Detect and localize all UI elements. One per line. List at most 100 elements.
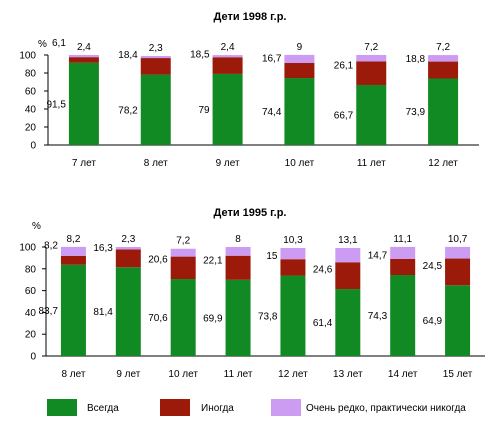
bar-segment-sometimes: [356, 61, 387, 85]
bar-segment-rarely: [68, 55, 99, 58]
data-label-sometimes: 18,5: [190, 49, 210, 60]
bar-segment-rarely: [115, 247, 141, 250]
bar-segment-rarely: [280, 247, 306, 260]
bar-segment-sometimes: [428, 61, 459, 79]
x-tick-label: 12 лет: [278, 369, 308, 380]
bar-segment-always: [428, 78, 459, 145]
data-label-sometimes: 18,8: [406, 54, 426, 65]
bar-segment-rarely: [335, 247, 361, 263]
data-label-rarely: 2,3: [121, 234, 135, 245]
data-label-rarely: 10,3: [283, 235, 303, 246]
data-label-always: 74,3: [368, 311, 388, 322]
data-label-always: 74,4: [262, 107, 282, 118]
data-label-rarely: 7,2: [364, 42, 378, 53]
data-label-always: 61,4: [313, 318, 333, 329]
data-label-rarely: 11,1: [393, 234, 412, 245]
bar-segment-sometimes: [60, 255, 86, 265]
legend-swatch: [47, 399, 77, 416]
x-tick-label: 10 лет: [285, 158, 315, 169]
data-label-rarely: 10,7: [448, 234, 468, 245]
y-tick-label: 40: [25, 105, 37, 116]
bar-segment-rarely: [284, 54, 315, 64]
data-label-rarely: 2,4: [221, 42, 235, 53]
y-axis-unit: %: [32, 221, 41, 232]
data-label-sometimes: 26,1: [334, 60, 354, 71]
data-label-always: 83,7: [38, 306, 58, 317]
bar-segment-sometimes: [280, 259, 306, 276]
data-label-always: 81,4: [93, 307, 113, 318]
bar-segment-rarely: [60, 246, 86, 256]
x-tick-label: 11 лет: [224, 369, 253, 380]
data-label-rarely: 7,2: [436, 42, 450, 53]
x-tick-label: 15 лет: [443, 369, 473, 380]
x-tick-label: 14 лет: [388, 369, 418, 380]
data-label-rarely: 13,1: [338, 235, 358, 246]
data-label-always: 73,8: [258, 311, 278, 322]
bar-segment-rarely: [140, 55, 171, 59]
data-label-rarely: 8,2: [66, 234, 80, 245]
bar-segment-always: [115, 267, 141, 356]
bar-segment-rarely: [212, 55, 243, 58]
y-tick-label: 100: [19, 243, 36, 254]
data-label-rarely: 8: [235, 234, 241, 245]
data-label-sometimes: 14,7: [368, 251, 388, 262]
bar-segment-always: [390, 275, 416, 356]
y-tick-label: 20: [25, 330, 37, 341]
y-tick-label: 0: [30, 352, 36, 363]
bar-segment-always: [445, 285, 471, 356]
bar-segment-always: [212, 73, 243, 145]
x-tick-label: 9 лет: [216, 158, 240, 169]
bar-segment-always: [280, 275, 306, 356]
bar-segment-sometimes: [68, 57, 99, 63]
bar-segment-sometimes: [445, 258, 471, 286]
data-label-rarely: 2,3: [149, 43, 163, 54]
data-label-sometimes: 20,6: [148, 255, 168, 266]
data-label-always: 66,7: [334, 110, 354, 121]
y-tick-label: 100: [19, 51, 36, 62]
x-tick-label: 9 лет: [116, 369, 140, 380]
legend-label: Всегда: [87, 403, 119, 414]
bar-segment-sometimes: [140, 58, 171, 75]
data-label-sometimes: 16,7: [262, 54, 282, 65]
y-tick-label: 80: [25, 264, 37, 275]
data-label-always: 70,6: [148, 313, 168, 324]
bar-segment-rarely: [225, 247, 251, 256]
bar-segment-rarely: [445, 246, 471, 259]
x-tick-label: 13 лет: [333, 369, 363, 380]
data-label-sometimes: 24,6: [313, 265, 333, 276]
data-label-always: 73,9: [406, 107, 426, 118]
y-axis-unit: %: [38, 39, 47, 50]
y-tick-label: 60: [25, 87, 37, 98]
bar-segment-always: [356, 84, 387, 145]
data-label-sometimes: 16,3: [93, 243, 113, 254]
legend-label: Очень редко, практически никогда: [306, 403, 466, 414]
x-tick-label: 11 лет: [357, 158, 386, 169]
data-label-sometimes: 8,2: [44, 240, 58, 251]
bar-segment-always: [140, 74, 171, 145]
legend-label: Иногда: [201, 403, 234, 414]
bar-segment-always: [170, 279, 196, 356]
bar-segment-always: [68, 62, 99, 145]
legend-swatch: [160, 399, 190, 416]
x-tick-label: 12 лет: [428, 158, 458, 169]
x-tick-label: 10 лет: [168, 369, 198, 380]
bar-segment-sometimes: [212, 57, 243, 74]
y-tick-label: 80: [25, 69, 37, 80]
bar-segment-rarely: [390, 246, 416, 259]
bar-segment-sometimes: [115, 249, 141, 268]
bar-segment-always: [284, 78, 315, 145]
bar-segment-always: [335, 289, 361, 356]
data-label-sometimes: 18,4: [118, 50, 138, 61]
data-label-always: 69,9: [203, 313, 223, 324]
x-tick-label: 8 лет: [61, 369, 85, 380]
data-label-sometimes: 22,1: [203, 255, 223, 266]
bar-segment-sometimes: [284, 63, 315, 79]
bar-segment-sometimes: [390, 258, 416, 276]
data-label-always: 91,5: [46, 99, 66, 110]
x-tick-label: 8 лет: [144, 158, 168, 169]
y-tick-label: 40: [25, 308, 37, 319]
y-tick-label: 0: [30, 141, 36, 152]
legend-swatch: [271, 399, 301, 416]
bar-segment-always: [60, 264, 86, 356]
